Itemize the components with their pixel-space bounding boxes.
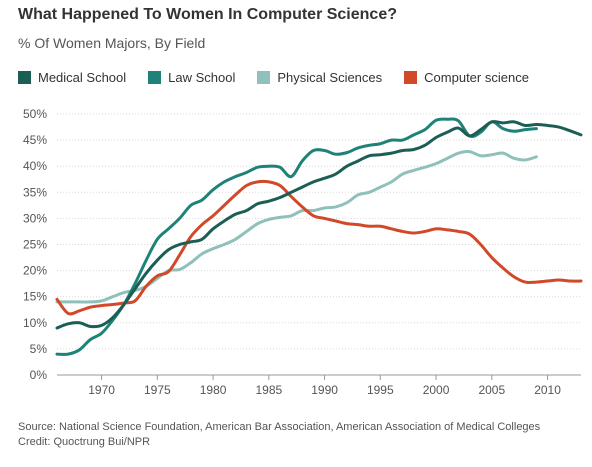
legend: Medical School Law School Physical Scien… xyxy=(18,70,551,85)
x-axis-ticks: 1970 1975 1980 1985 1990 1995 2000 2005 2010 xyxy=(88,375,561,397)
legend-swatch xyxy=(18,71,31,84)
y-axis-ticks: 0% 5% 10% 15% 20% 25% 30% 35% 40% 45% 50% xyxy=(23,107,47,382)
x-tick-label: 2000 xyxy=(423,383,450,397)
legend-swatch xyxy=(257,71,271,84)
x-tick-label: 2010 xyxy=(534,383,561,397)
series-line-physical-sciences xyxy=(55,149,538,304)
chart-title: What Happened To Women In Computer Scien… xyxy=(18,6,397,23)
x-tick-label: 1975 xyxy=(144,383,171,397)
series-line-law-school xyxy=(55,117,538,356)
y-tick-label: 5% xyxy=(30,342,48,356)
y-tick-label: 0% xyxy=(30,368,48,382)
source-note: Source: National Science Foundation, Ame… xyxy=(18,421,541,433)
legend-item-medical-school: Medical School xyxy=(18,70,126,85)
legend-swatch xyxy=(404,71,418,84)
x-tick-label: 1990 xyxy=(311,383,338,397)
legend-label: Computer science xyxy=(424,70,529,85)
y-tick-label: 15% xyxy=(23,290,47,304)
legend-label: Medical School xyxy=(38,70,127,85)
y-tick-label: 30% xyxy=(23,211,47,225)
series-line-medical-school xyxy=(55,120,583,330)
x-tick-label: 2005 xyxy=(478,383,505,397)
y-tick-label: 25% xyxy=(23,238,47,252)
x-tick-label: 1985 xyxy=(255,383,282,397)
y-tick-label: 35% xyxy=(23,185,47,199)
line-chart: 0% 5% 10% 15% 20% 25% 30% 35% 40% 45% 50% 1970 1975… xyxy=(23,107,583,397)
x-tick-label: 1980 xyxy=(200,383,227,397)
y-tick-label: 50% xyxy=(23,107,47,121)
x-tick-label: 1995 xyxy=(367,383,394,397)
y-tick-label: 20% xyxy=(23,264,47,278)
y-tick-label: 10% xyxy=(23,316,47,330)
legend-swatch xyxy=(148,71,162,84)
legend-item-law-school: Law School xyxy=(148,70,235,85)
series-line-computer-science xyxy=(55,179,583,316)
y-tick-label: 40% xyxy=(23,159,47,173)
credit-note: Credit: Quoctrung Bui/NPR xyxy=(18,436,151,448)
legend-item-computer-science: Computer science xyxy=(404,70,529,85)
legend-label: Physical Sciences xyxy=(277,70,383,85)
chart-subtitle: % Of Women Majors, By Field xyxy=(18,35,206,51)
legend-item-physical-sciences: Physical Sciences xyxy=(257,70,382,85)
y-tick-label: 45% xyxy=(23,133,47,147)
x-tick-label: 1970 xyxy=(88,383,115,397)
legend-label: Law School xyxy=(168,70,236,85)
series-lines xyxy=(55,117,583,356)
